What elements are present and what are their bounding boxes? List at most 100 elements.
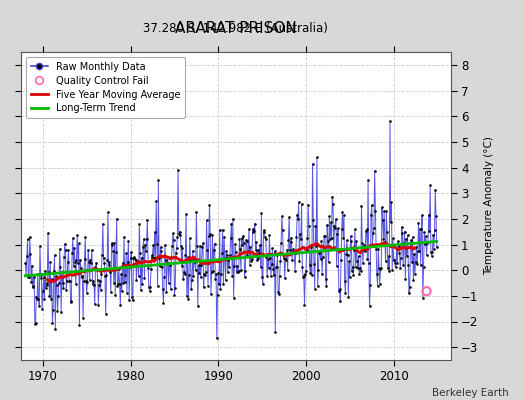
Point bbox=[183, 293, 191, 300]
Point bbox=[272, 264, 280, 270]
Point bbox=[293, 212, 301, 218]
Point bbox=[363, 226, 371, 233]
Point bbox=[291, 268, 299, 274]
Point bbox=[34, 270, 42, 277]
Point bbox=[62, 287, 70, 293]
Point bbox=[356, 268, 365, 274]
Point bbox=[182, 211, 190, 218]
Point bbox=[235, 236, 244, 242]
Point bbox=[132, 257, 140, 263]
Point bbox=[33, 296, 41, 302]
Point bbox=[397, 255, 405, 262]
Point bbox=[80, 278, 88, 284]
Point bbox=[378, 217, 387, 223]
Point bbox=[172, 245, 181, 251]
Point bbox=[237, 267, 245, 273]
Point bbox=[242, 237, 250, 243]
Point bbox=[159, 300, 168, 307]
Point bbox=[282, 256, 290, 263]
Point bbox=[211, 276, 220, 282]
Point bbox=[52, 273, 60, 280]
Point bbox=[139, 236, 148, 242]
Point bbox=[79, 314, 88, 321]
Point bbox=[318, 271, 326, 278]
Point bbox=[380, 208, 388, 214]
Point bbox=[24, 236, 32, 242]
Point bbox=[413, 248, 422, 255]
Point bbox=[110, 280, 118, 286]
Point bbox=[395, 250, 403, 256]
Point bbox=[234, 269, 242, 275]
Point bbox=[285, 214, 293, 220]
Point bbox=[56, 246, 64, 252]
Point bbox=[307, 244, 315, 251]
Point bbox=[78, 274, 86, 281]
Point bbox=[141, 247, 150, 254]
Point bbox=[213, 335, 221, 342]
Point bbox=[263, 254, 271, 260]
Point bbox=[100, 260, 108, 266]
Point bbox=[417, 226, 425, 233]
Point bbox=[43, 280, 51, 286]
Point bbox=[53, 308, 62, 314]
Point bbox=[61, 247, 70, 254]
Point bbox=[195, 270, 203, 276]
Point bbox=[118, 260, 127, 266]
Point bbox=[381, 258, 390, 264]
Point bbox=[82, 278, 90, 284]
Point bbox=[278, 227, 287, 234]
Point bbox=[145, 288, 154, 294]
Point bbox=[162, 288, 171, 295]
Point bbox=[114, 281, 122, 287]
Point bbox=[215, 227, 224, 233]
Text: Berkeley Earth: Berkeley Earth bbox=[432, 388, 508, 398]
Point bbox=[396, 265, 405, 271]
Point bbox=[308, 160, 316, 167]
Point bbox=[329, 200, 337, 207]
Legend: Raw Monthly Data, Quality Control Fail, Five Year Moving Average, Long-Term Tren: Raw Monthly Data, Quality Control Fail, … bbox=[26, 57, 185, 118]
Point bbox=[337, 257, 345, 263]
Point bbox=[253, 257, 261, 264]
Point bbox=[366, 282, 375, 288]
Point bbox=[304, 201, 312, 208]
Point bbox=[303, 235, 312, 241]
Point bbox=[295, 258, 303, 264]
Point bbox=[70, 244, 79, 251]
Point bbox=[89, 278, 97, 284]
Point bbox=[213, 291, 222, 298]
Point bbox=[158, 264, 166, 270]
Point bbox=[86, 257, 94, 263]
Point bbox=[196, 274, 205, 280]
Point bbox=[344, 294, 353, 300]
Point bbox=[47, 296, 55, 302]
Point bbox=[367, 212, 375, 218]
Point bbox=[30, 274, 38, 280]
Point bbox=[265, 232, 274, 238]
Point bbox=[389, 257, 398, 263]
Point bbox=[374, 283, 382, 289]
Point bbox=[68, 249, 77, 256]
Point bbox=[233, 263, 242, 270]
Point bbox=[126, 264, 134, 270]
Point bbox=[316, 256, 325, 263]
Point bbox=[252, 238, 260, 245]
Point bbox=[375, 264, 383, 271]
Point bbox=[422, 252, 431, 258]
Point bbox=[226, 235, 235, 241]
Point bbox=[261, 234, 269, 240]
Point bbox=[408, 258, 416, 265]
Point bbox=[189, 273, 198, 279]
Point bbox=[384, 265, 392, 272]
Point bbox=[402, 236, 410, 242]
Point bbox=[214, 270, 223, 276]
Point bbox=[148, 254, 156, 260]
Point bbox=[326, 236, 334, 242]
Point bbox=[395, 242, 403, 249]
Point bbox=[111, 291, 119, 298]
Point bbox=[413, 261, 421, 267]
Point bbox=[392, 246, 401, 252]
Point bbox=[404, 262, 412, 269]
Point bbox=[156, 263, 164, 269]
Point bbox=[66, 278, 74, 284]
Point bbox=[339, 234, 347, 241]
